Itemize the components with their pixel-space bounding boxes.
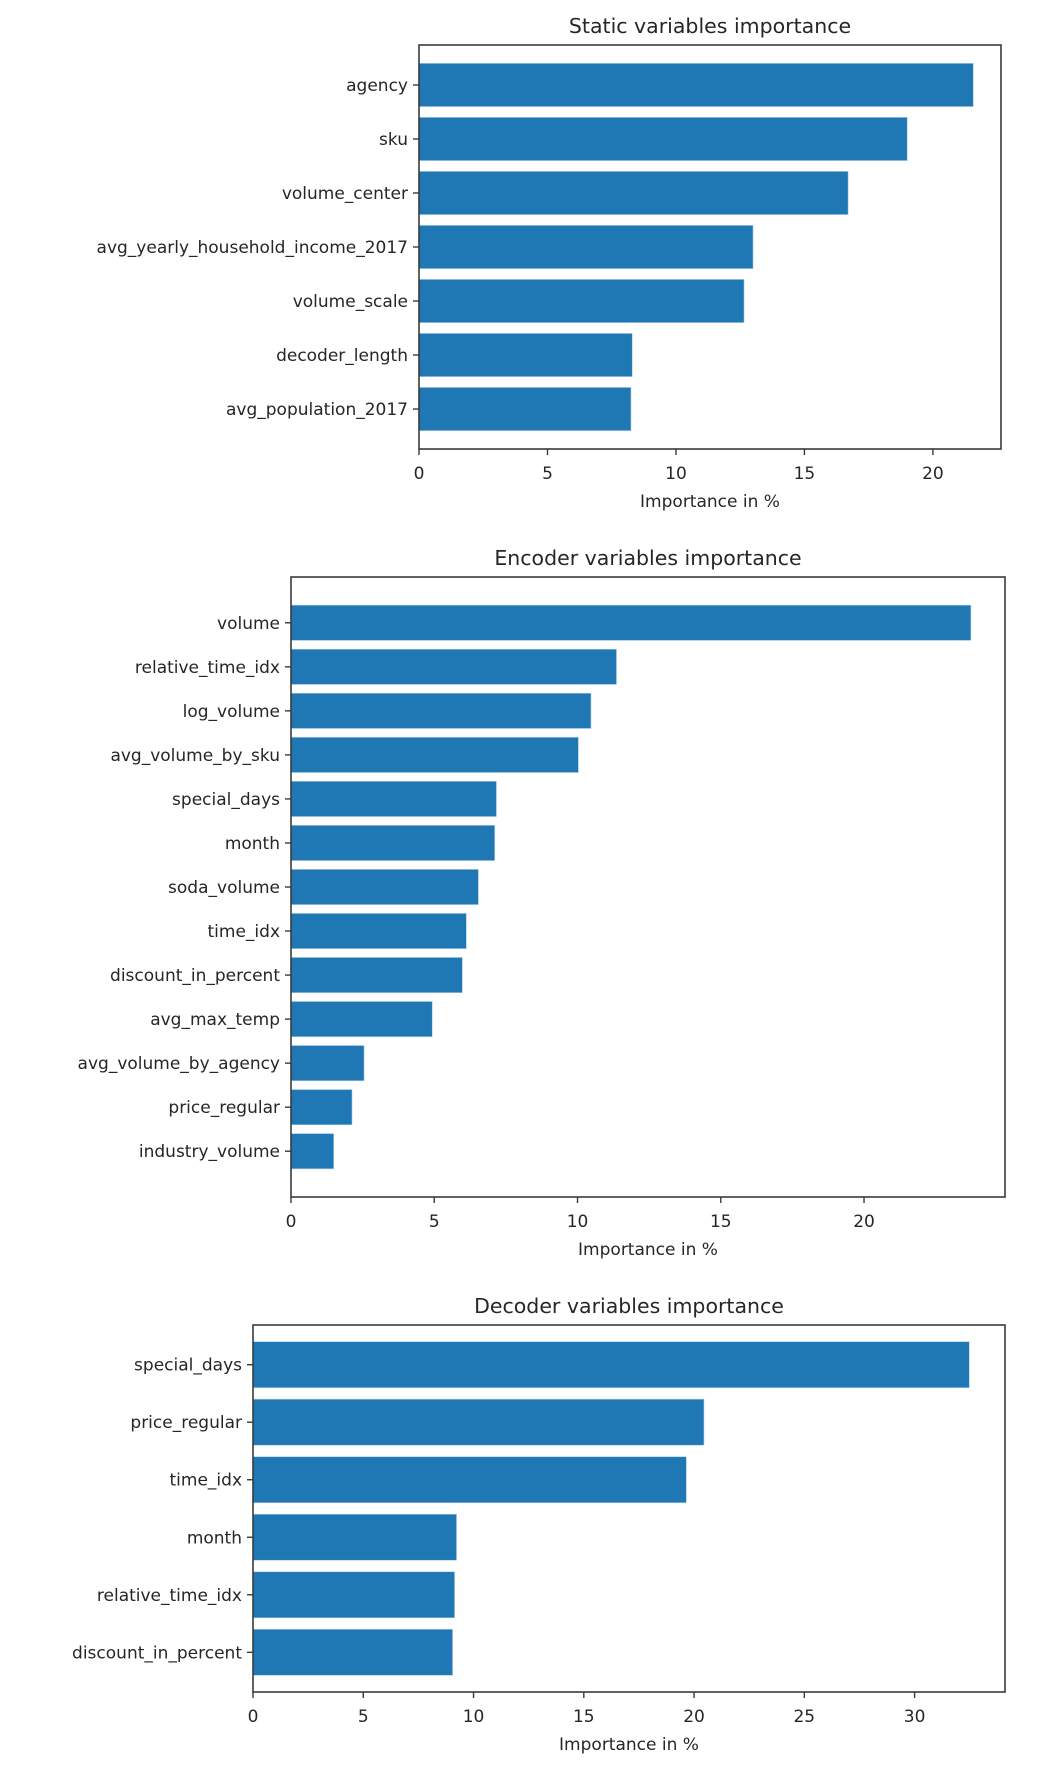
bar-relative-time-idx xyxy=(290,648,617,685)
bar-volume-scale xyxy=(418,279,745,323)
x-axis: 0 5 10 15 20 25 30 xyxy=(248,1692,926,1727)
x-tick-label: 5 xyxy=(542,464,553,484)
x-tick-label: 10 xyxy=(567,1212,589,1232)
y-tick-label: time_idx xyxy=(170,1471,242,1491)
y-tick-label: avg_yearly_household_income_2017 xyxy=(97,238,408,258)
bar-avg-yearly-household-income-2017 xyxy=(418,225,754,269)
y-tick-label: avg_volume_by_agency xyxy=(78,1054,280,1074)
x-tick-label: 25 xyxy=(793,1707,815,1727)
x-axis-label: Importance in % xyxy=(559,1735,699,1755)
bars xyxy=(290,604,972,1170)
bar-volume-center xyxy=(418,171,849,215)
bar-soda-volume xyxy=(290,869,479,905)
x-axis-label: Importance in % xyxy=(578,1240,718,1260)
y-tick-label: time_idx xyxy=(208,922,280,942)
static-variables-chart: Static variables importance Importance i… xyxy=(97,14,1002,512)
x-tick-label: 30 xyxy=(904,1707,926,1727)
bar-agency xyxy=(418,63,974,107)
y-tick-label: industry_volume xyxy=(139,1142,280,1162)
y-tick-label: avg_volume_by_sku xyxy=(110,746,280,766)
chart-title: Decoder variables importance xyxy=(474,1294,784,1318)
bar-price-regular xyxy=(290,1089,353,1126)
x-tick-label: 20 xyxy=(853,1212,875,1232)
y-tick-label: avg_population_2017 xyxy=(226,400,408,420)
bars xyxy=(418,63,974,431)
bar-log-volume xyxy=(290,692,592,729)
y-tick-label: discount_in_percent xyxy=(110,966,280,986)
bar-industry-volume xyxy=(290,1133,334,1170)
y-tick-label: price_regular xyxy=(130,1413,242,1433)
y-tick-label: soda_volume xyxy=(168,878,280,898)
bar-relative-time-idx xyxy=(252,1571,455,1619)
x-tick-label: 10 xyxy=(665,464,687,484)
y-tick-label: sku xyxy=(379,130,408,150)
y-tick-label: log_volume xyxy=(183,702,280,722)
x-tick-label: 20 xyxy=(683,1707,705,1727)
x-axis-label: Importance in % xyxy=(640,492,780,512)
bar-avg-population-2017 xyxy=(418,387,632,431)
chart-title: Encoder variables importance xyxy=(494,546,801,570)
y-tick-label: agency xyxy=(346,76,408,96)
bar-price-regular xyxy=(252,1398,705,1446)
bar-special-days xyxy=(290,781,497,817)
bar-discount-in-percent xyxy=(252,1628,453,1676)
bar-discount-in-percent xyxy=(290,957,463,993)
y-tick-label: volume xyxy=(217,614,280,634)
x-tick-label: 0 xyxy=(414,464,425,484)
encoder-variables-chart: Encoder variables importance Importance … xyxy=(78,546,1006,1260)
x-tick-label: 15 xyxy=(710,1212,732,1232)
y-axis: volume relative_time_idx log_volume avg_vol… xyxy=(78,614,291,1162)
axes-frame xyxy=(252,1324,1006,1693)
y-tick-label: volume_scale xyxy=(293,292,408,312)
decoder-variables-chart: Decoder variables importance Importance … xyxy=(72,1294,1006,1755)
y-tick-label: month xyxy=(225,834,280,854)
x-tick-label: 15 xyxy=(794,464,816,484)
y-tick-label: decoder_length xyxy=(276,346,408,366)
y-tick-label: price_regular xyxy=(168,1098,280,1118)
bar-month xyxy=(252,1513,457,1561)
bar-special-days xyxy=(252,1341,970,1389)
chart-title: Static variables importance xyxy=(569,14,851,38)
bar-volume xyxy=(290,604,972,641)
x-tick-label: 15 xyxy=(573,1707,595,1727)
bar-avg-volume-by-agency xyxy=(290,1045,365,1082)
y-tick-label: special_days xyxy=(172,790,280,810)
bar-avg-volume-by-sku xyxy=(290,736,579,773)
axes-frame xyxy=(290,576,1006,1198)
bar-sku xyxy=(418,117,908,161)
y-tick-label: special_days xyxy=(134,1356,242,1376)
y-axis: agency sku volume_center avg_yearly_househo… xyxy=(97,76,419,420)
y-tick-label: discount_in_percent xyxy=(72,1643,242,1663)
y-tick-label: relative_time_idx xyxy=(97,1586,242,1606)
y-tick-label: volume_center xyxy=(282,184,408,204)
bar-avg-max-temp xyxy=(290,1001,433,1038)
bars xyxy=(252,1341,970,1676)
axes-frame xyxy=(418,44,1002,450)
x-tick-label: 0 xyxy=(286,1212,297,1232)
bar-decoder-length xyxy=(418,333,633,377)
y-tick-label: month xyxy=(187,1528,242,1548)
y-tick-label: relative_time_idx xyxy=(135,658,280,678)
x-tick-label: 5 xyxy=(358,1707,369,1727)
bar-time-idx xyxy=(252,1456,687,1504)
bar-time-idx xyxy=(290,913,467,949)
x-axis: 0 5 10 15 20 xyxy=(414,449,944,484)
x-axis: 0 5 10 15 20 xyxy=(286,1197,875,1232)
x-tick-label: 10 xyxy=(463,1707,485,1727)
bar-month xyxy=(290,825,496,861)
x-tick-label: 20 xyxy=(922,464,944,484)
x-tick-label: 0 xyxy=(248,1707,259,1727)
y-tick-label: avg_max_temp xyxy=(150,1010,280,1030)
x-tick-label: 5 xyxy=(429,1212,440,1232)
